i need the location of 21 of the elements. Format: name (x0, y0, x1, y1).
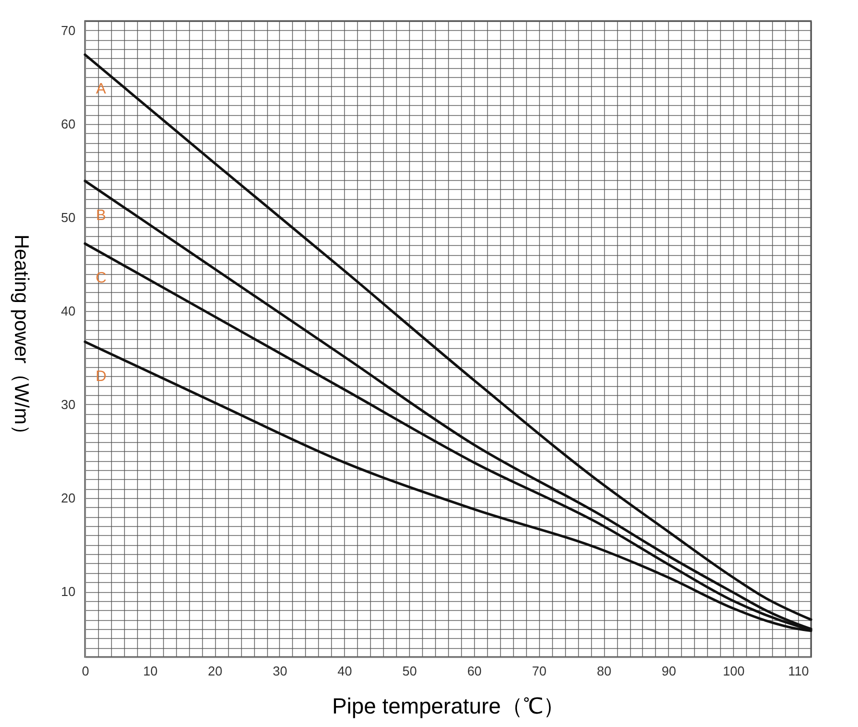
x-axis-title: Pipe temperature（℃） (332, 694, 565, 718)
x-tick-label: 50 (402, 664, 417, 678)
x-tick-label: 20 (208, 664, 222, 678)
x-tick-label: 100 (722, 664, 745, 678)
y-tick-label: 70 (61, 22, 76, 38)
y-tick-label: 60 (61, 116, 76, 132)
y-axis-title: Heating power（W/m） (10, 234, 32, 445)
y-tick-label: 40 (61, 303, 76, 318)
y-tick-label: 10 (61, 584, 76, 600)
x-tick-label: 110 (788, 664, 809, 678)
y-tick-label: 20 (61, 490, 76, 506)
x-tick-label: 0 (82, 664, 90, 678)
x-tick-label: 10 (143, 664, 158, 678)
x-tick-label: 30 (272, 664, 288, 678)
x-tick-label: 80 (596, 664, 612, 678)
x-tick-label: 90 (662, 664, 676, 678)
x-tick-label: 60 (467, 664, 482, 678)
x-tick-label: 70 (532, 664, 546, 678)
x-tick-label: 40 (338, 664, 352, 678)
y-tick-label: 50 (61, 210, 76, 225)
y-tick-label: 30 (61, 396, 76, 412)
